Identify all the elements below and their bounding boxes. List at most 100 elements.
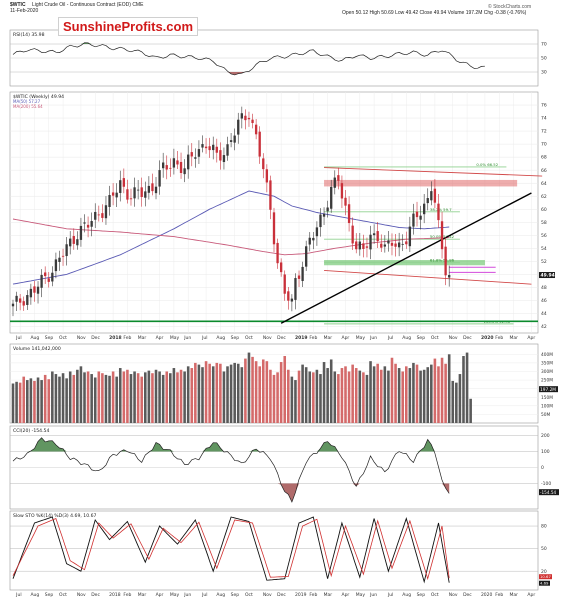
volume-tick-label: 50M	[541, 412, 550, 418]
price-tick-label: 74	[541, 116, 547, 122]
candle-body	[254, 124, 258, 135]
rsi-line	[12, 42, 485, 76]
volume-bar	[51, 371, 54, 423]
volume-bar	[265, 361, 269, 423]
candle-body	[22, 301, 25, 306]
candle-body	[76, 239, 79, 246]
price-tick-label: 44	[541, 311, 547, 317]
time-axis-label: Feb	[123, 335, 131, 341]
candle-body	[215, 146, 218, 153]
volume-bar	[451, 380, 455, 423]
candle-body	[65, 244, 68, 257]
candle-body	[165, 165, 168, 170]
candle-body	[247, 117, 251, 120]
candle-body	[133, 187, 136, 199]
candle-body	[326, 207, 329, 212]
volume-bar	[308, 371, 312, 423]
volume-bar	[144, 372, 147, 423]
rsi-tick-label: 50	[541, 56, 547, 62]
candle-body	[262, 158, 265, 170]
volume-bar	[15, 381, 18, 423]
volume-bar	[365, 374, 369, 423]
volume-bar	[40, 380, 43, 423]
volume-bar	[83, 372, 86, 423]
upper-channel-line	[324, 167, 543, 177]
ohlc-summary: Open 50.12 High 50.69 Low 49.42 Close 49…	[342, 10, 527, 16]
price-tick-label: 72	[541, 129, 547, 135]
price-tick-label: 54	[541, 246, 547, 252]
volume-bar	[26, 380, 29, 423]
cci-line	[12, 437, 450, 503]
candle-body	[347, 204, 351, 224]
stoch-d-tag	[539, 574, 552, 580]
time-axis-label: Sep	[231, 335, 240, 341]
price-tick-label: 56	[541, 233, 547, 239]
resistance-zone	[324, 179, 518, 187]
candle-body	[251, 119, 254, 124]
volume-bar	[444, 363, 447, 423]
fib-level-label: 38.2% 59.7	[430, 207, 452, 212]
volume-bar	[76, 369, 79, 423]
volume-bar	[322, 362, 326, 423]
last-cci-tag	[539, 489, 559, 496]
volume-bar	[93, 377, 97, 423]
stoch-d-last-label: 10.67	[540, 574, 551, 579]
candle-body	[115, 192, 118, 198]
volume-bar	[158, 371, 161, 423]
candle-body	[190, 152, 193, 157]
volume-bar	[111, 371, 115, 423]
bottom-time-axis-label: Sep	[417, 592, 426, 598]
volume-bar	[301, 364, 304, 423]
volume-bar	[447, 354, 451, 423]
bottom-time-axis-label: 2018	[109, 592, 121, 598]
volume-bar	[108, 375, 111, 423]
header-date: 11-Feb-2020	[10, 8, 39, 14]
candle-body	[265, 169, 269, 183]
volume-bar	[208, 363, 211, 423]
rsi-tick-label: 70	[541, 42, 547, 48]
volume-tick-label: 100M	[541, 403, 553, 409]
candle-body	[390, 242, 394, 246]
candle-body	[387, 240, 390, 244]
candle-body	[376, 231, 379, 242]
candle-body	[423, 203, 426, 215]
time-axis-label: Dec	[91, 335, 100, 341]
volume-bar	[394, 363, 397, 423]
bottom-time-axis-label: Apr	[342, 592, 350, 598]
candle-body	[312, 237, 315, 241]
volume-bar	[276, 372, 279, 423]
time-axis-label: Nov	[263, 335, 272, 341]
candle-body	[380, 243, 383, 248]
volume-bar	[226, 366, 229, 423]
candle-body	[272, 212, 276, 245]
volume-bar	[397, 368, 401, 423]
time-axis-label: 2018	[109, 335, 122, 341]
time-axis-label: Apr	[156, 335, 164, 341]
volume-bar	[269, 369, 272, 423]
time-axis-label: Apr	[527, 335, 535, 341]
candle-body	[122, 178, 125, 187]
price-tick-label: 52	[541, 259, 547, 265]
volume-bar	[405, 366, 408, 423]
candle-body	[333, 177, 336, 188]
volume-bar	[147, 370, 151, 423]
bottom-time-axis-label: Aug	[402, 592, 411, 598]
volume-bar	[362, 372, 365, 423]
volume-bar	[379, 369, 383, 423]
bottom-time-axis-label: Jul	[387, 592, 393, 598]
volume-bar	[43, 374, 47, 423]
bottom-time-axis-label: Jun	[369, 592, 377, 598]
time-axis-label: Oct	[59, 335, 67, 341]
volume-bar	[186, 366, 190, 423]
time-axis-label: 2020	[481, 335, 494, 341]
volume-bar	[294, 380, 297, 423]
candle-body	[47, 278, 50, 282]
candle-body	[444, 246, 447, 276]
candle-body	[40, 274, 43, 288]
candle-body	[330, 186, 333, 209]
time-axis-label: Apr	[342, 335, 350, 341]
volume-bar	[72, 374, 76, 423]
candle-body	[15, 295, 18, 302]
candle-body	[279, 262, 283, 273]
time-axis-label: Jun	[183, 335, 191, 341]
